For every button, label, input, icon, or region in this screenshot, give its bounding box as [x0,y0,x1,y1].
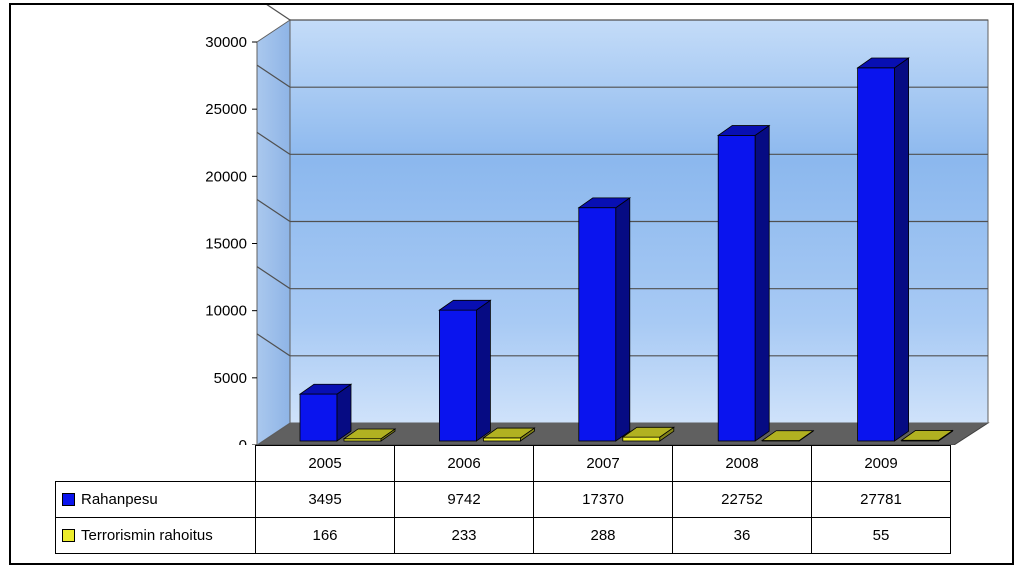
y-tick-label: 5000 [214,370,247,387]
y-tick-label: 30000 [205,34,247,51]
table-corner [56,446,256,482]
data-value: 27781 [811,481,951,518]
bar [622,436,661,442]
bar [482,437,521,442]
data-value: 166 [255,517,395,554]
bar-top [482,427,536,439]
bar-side [754,124,770,442]
gridline [256,266,291,290]
gridline [256,131,291,155]
gridline [256,333,291,357]
bar-top [760,430,815,441]
gridline [266,5,291,21]
data-value: 233 [394,517,534,554]
data-value: 22752 [672,481,812,518]
bar [438,309,477,442]
series-name: Terrorismin rahoitus [81,527,213,544]
data-value: 9742 [394,481,534,518]
y-tick-label: 25000 [205,101,247,118]
series-name: Rahanpesu [81,491,158,508]
bar [578,207,617,442]
bar-top [298,383,353,395]
bar-top [716,125,771,136]
gridline [256,64,291,88]
table-row: Rahanpesu 3495 9742 17370 22752 27781 [55,481,951,518]
data-value: 3495 [255,481,395,518]
bar-top [856,57,910,69]
y-tick-label: 20000 [205,168,247,185]
data-value: 288 [533,517,673,554]
category-label: 2009 [811,445,951,482]
data-value: 55 [811,517,951,554]
bar [299,393,338,442]
y-tick-label: 10000 [205,303,247,320]
bars [298,57,954,442]
bar [857,67,895,442]
category-label: 2006 [394,445,534,482]
bar-chart: 0 5000 10000 15000 20000 25000 30000 [205,5,990,445]
legend-entry: Rahanpesu [55,481,256,518]
bar-top [342,428,397,440]
y-tick-label: 15000 [205,236,247,253]
bar-top [577,197,632,209]
table-header-row: 2005 2006 2007 2008 2009 [56,445,951,482]
category-label: 2008 [672,445,812,482]
bar-side [475,299,491,442]
y-tick-label: 0 [239,437,247,445]
y-axis: 0 5000 10000 15000 20000 25000 30000 [205,34,257,445]
bar-top [900,430,954,441]
data-value: 36 [672,517,812,554]
legend-swatch [62,528,75,542]
bar-top [621,426,676,438]
chart-frame: 0 5000 10000 15000 20000 25000 30000 2005 2006… [9,3,1014,565]
category-label: 2005 [255,445,395,482]
legend-swatch [62,492,75,506]
bar [717,134,756,442]
category-label: 2007 [533,445,673,482]
data-table: 2005 2006 2007 2008 2009 Rahanpesu 3495 … [55,445,951,554]
data-value: 17370 [533,481,673,518]
bar-side [615,197,631,442]
gridline [256,199,291,222]
bar-top [438,299,492,311]
table-row: Terrorismin rahoitus 166 233 288 36 55 [55,517,951,554]
legend-entry: Terrorismin rahoitus [55,517,256,554]
bar-side [894,57,909,442]
